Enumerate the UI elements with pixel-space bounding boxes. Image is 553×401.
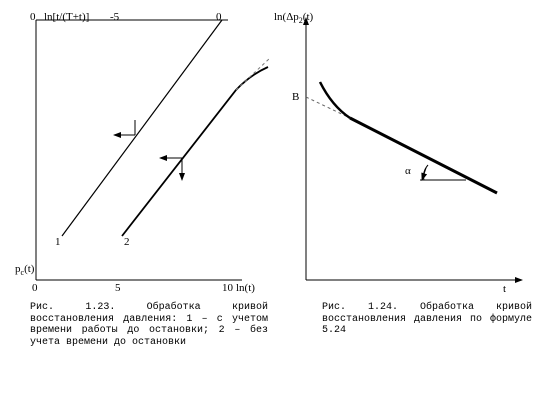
figures: 0 ln[t/(T+t)] -5 0 pc(t) 0 5 10 ln(t) 1 … bbox=[15, 11, 523, 295]
curve-label: 1 bbox=[55, 236, 61, 248]
bottom-tick: 5 bbox=[115, 282, 121, 294]
top-origin: 0 bbox=[30, 11, 36, 23]
bottom-axis-label: ln(t) bbox=[236, 282, 255, 294]
bottom-tick: 10 bbox=[222, 282, 234, 294]
y-axis-label: ln(Δp2(t) bbox=[274, 11, 314, 25]
y-axis-label: pc(t) bbox=[15, 263, 35, 277]
x-axis-label: t bbox=[503, 283, 506, 295]
left-figure bbox=[35, 19, 271, 281]
right-figure bbox=[303, 17, 523, 283]
point-label: B bbox=[292, 91, 299, 103]
top-tick: -5 bbox=[110, 11, 120, 23]
caption: Рис. 1.24. Обработка кривой восстановлен… bbox=[322, 302, 532, 336]
bottom-origin: 0 bbox=[32, 282, 38, 294]
top-axis-label: ln[t/(T+t)] bbox=[44, 11, 89, 23]
angle-label: α bbox=[405, 165, 411, 177]
curve-label: 2 bbox=[124, 236, 130, 248]
top-tick: 0 bbox=[216, 11, 222, 23]
caption: Рис. 1.23. Обработка кривой восстановлен… bbox=[30, 302, 268, 348]
